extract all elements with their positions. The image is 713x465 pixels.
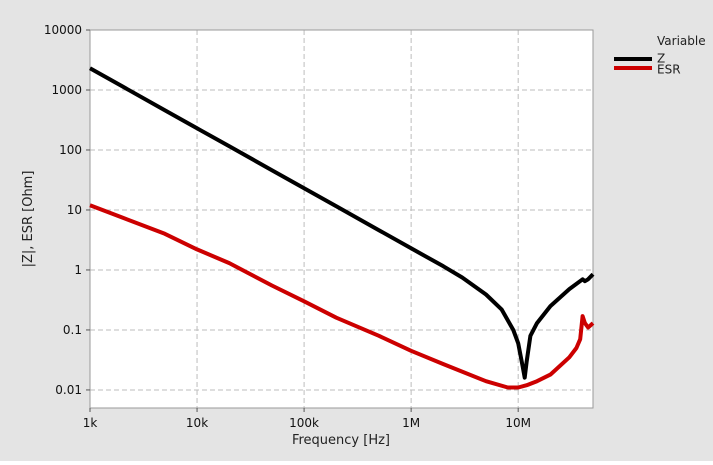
y-tick-label: 0.1 xyxy=(63,323,82,337)
y-tick-label: 10 xyxy=(67,203,82,217)
x-tick-label: 1k xyxy=(83,416,98,430)
x-tick-label: 10k xyxy=(186,416,208,430)
plot-frame xyxy=(89,29,594,409)
series-line-esr xyxy=(89,203,595,390)
x-tick-label: 10M xyxy=(505,416,531,430)
y-tick-label: 10000 xyxy=(44,23,82,37)
y-tick-label: 0.01 xyxy=(55,383,82,397)
y-tick-label: 100 xyxy=(59,143,82,157)
legend: Variable Z ESR xyxy=(614,34,706,77)
series-layer xyxy=(89,66,595,390)
x-tick-label: 1M xyxy=(402,416,420,430)
legend-title: Variable xyxy=(657,34,706,48)
y-tick-label: 1 xyxy=(74,263,82,277)
x-tick-label: 100k xyxy=(289,416,319,430)
legend-label-esr: ESR xyxy=(657,63,681,77)
series-line-z xyxy=(89,66,595,380)
y-axis-title: |Z|, ESR [Ohm] xyxy=(21,171,36,268)
x-axis-title: Frequency [Hz] xyxy=(292,433,390,448)
plot-area xyxy=(90,30,593,408)
ticks-layer: 1k 10k 100k 1M 10M 0.01 0.1 1 10 100 1000 10000 xyxy=(44,23,531,430)
y-tick-label: 1000 xyxy=(51,83,82,97)
legend-label-z: Z xyxy=(657,52,665,66)
